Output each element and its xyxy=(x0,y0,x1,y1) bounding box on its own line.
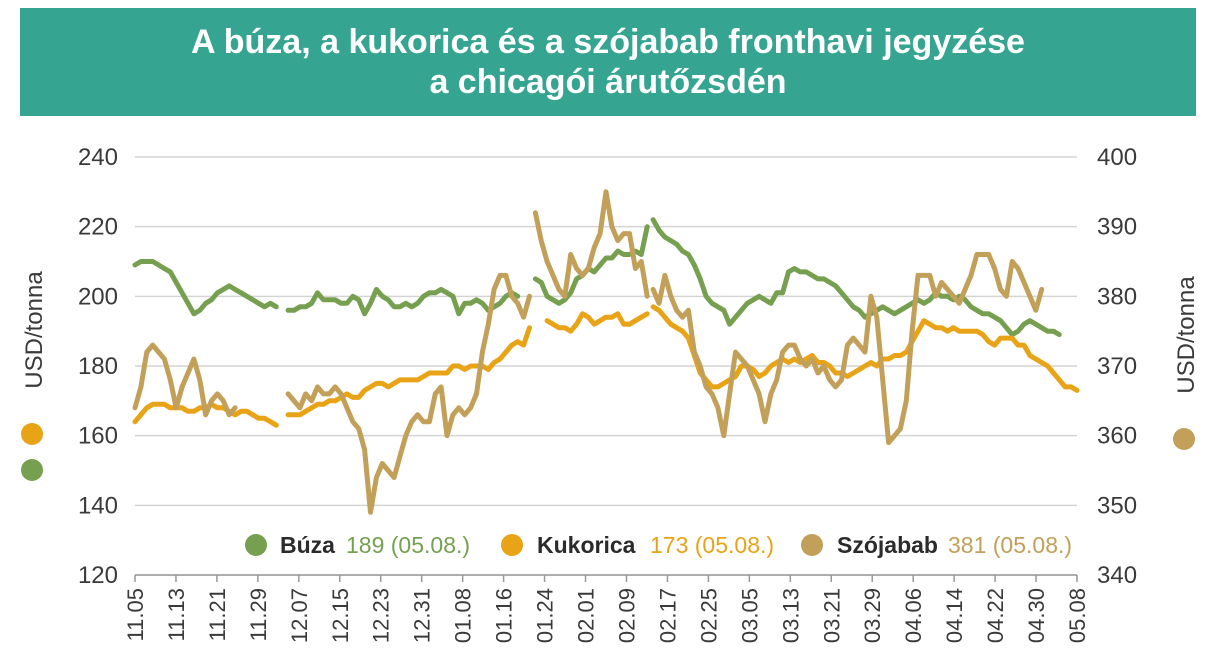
right-axis-label: USD/tonna xyxy=(1173,276,1200,394)
left-tick-label: 220 xyxy=(78,214,118,241)
left-tick-label: 160 xyxy=(78,423,118,450)
legend-soy-marker xyxy=(801,534,823,556)
series-line-soy-segment-4 xyxy=(650,252,1045,446)
x-tick-label: 01.16 xyxy=(492,588,517,643)
series-line-soy-segment-3 xyxy=(532,189,650,299)
chart-title-bar: A búza, a kukorica és a szójabab frontha… xyxy=(20,8,1196,116)
right-axis-ticks: 400 390 380 370 360 350 340 xyxy=(1097,144,1137,589)
series-line-corn-segment-3 xyxy=(544,311,650,334)
x-tick-label: 04.22 xyxy=(983,588,1008,643)
left-axis-ticks: 240 220 200 180 160 140 120 xyxy=(78,144,118,589)
left-axis-label: USD/tonna xyxy=(21,271,48,389)
legend-corn-name: Kukorica xyxy=(537,532,636,558)
gridlines xyxy=(135,156,1077,576)
x-axis-ticks: 11.05 11.13 11.21 11.29 12.07 12.15 12.23 12.31… xyxy=(123,575,1090,643)
x-tick-label: 03.05 xyxy=(737,588,762,643)
x-tick-label: 03.29 xyxy=(860,588,885,643)
x-tick-label: 01.08 xyxy=(451,588,476,643)
x-tick-label: 12.31 xyxy=(410,588,435,643)
legend-wheat-marker xyxy=(245,534,267,556)
right-tick-label: 360 xyxy=(1097,423,1137,450)
x-tick-label: 02.17 xyxy=(655,588,680,643)
right-tick-label: 370 xyxy=(1097,353,1137,380)
x-tick-label: 05.08 xyxy=(1065,588,1090,643)
legend-soy-value: 381 (05.08.) xyxy=(948,532,1072,558)
x-tick-label: 01.24 xyxy=(533,588,558,643)
left-tick-label: 240 xyxy=(78,144,118,171)
left-axis-wheat-marker xyxy=(21,459,43,481)
legend-wheat-name: Búza xyxy=(280,532,335,558)
right-tick-label: 380 xyxy=(1097,283,1137,310)
left-tick-label: 140 xyxy=(78,492,118,519)
x-tick-label: 12.15 xyxy=(328,588,353,643)
left-tick-label: 120 xyxy=(78,562,118,589)
legend-corn-marker xyxy=(501,534,523,556)
x-tick-label: 11.21 xyxy=(205,588,230,641)
series-line-wheat-segment-2 xyxy=(285,286,521,317)
chart-title-line-1: A búza, a kukorica és a szójabab frontha… xyxy=(191,23,1025,61)
x-tick-label: 03.21 xyxy=(819,588,844,643)
right-tick-label: 390 xyxy=(1097,214,1137,241)
legend-soy-name: Szójabab xyxy=(837,532,938,558)
x-tick-label: 02.25 xyxy=(696,588,721,643)
x-tick-label: 12.07 xyxy=(287,588,312,643)
x-tick-label: 11.13 xyxy=(164,588,189,641)
left-axis-corn-marker xyxy=(21,423,43,445)
x-tick-label: 11.29 xyxy=(246,588,271,641)
series-line-wheat-segment-1 xyxy=(132,259,279,317)
series-line-corn-segment-2 xyxy=(285,325,532,418)
x-tick-label: 11.05 xyxy=(123,588,148,641)
x-tick-label: 04.06 xyxy=(901,588,926,643)
x-tick-label: 04.14 xyxy=(942,588,967,643)
x-tick-label: 04.30 xyxy=(1024,588,1049,643)
series-line-wheat-segment-4 xyxy=(650,217,1062,338)
x-tick-label: 12.23 xyxy=(369,588,394,643)
series-lines xyxy=(132,189,1080,515)
right-axis-soy-marker xyxy=(1173,428,1195,450)
series-line-soy-segment-1 xyxy=(132,342,238,418)
series-line-soy-segment-2 xyxy=(285,272,532,515)
chart-title-line-2: a chicagói árutőzsdén xyxy=(429,63,787,101)
left-tick-label: 180 xyxy=(78,353,118,380)
series-line-corn-segment-4 xyxy=(650,304,1080,393)
right-tick-label: 340 xyxy=(1097,562,1137,589)
series-line-wheat-segment-3 xyxy=(532,224,650,306)
x-tick-label: 02.01 xyxy=(574,588,599,643)
right-tick-label: 350 xyxy=(1097,492,1137,519)
legend-wheat-value: 189 (05.08.) xyxy=(346,532,470,558)
legend: Búza 189 (05.08.) Kukorica 173 (05.08.) … xyxy=(245,532,1072,558)
x-tick-label: 02.09 xyxy=(614,588,639,643)
legend-corn-value: 173 (05.08.) xyxy=(650,532,774,558)
right-tick-label: 400 xyxy=(1097,144,1137,171)
x-tick-label: 03.13 xyxy=(778,588,803,643)
left-tick-label: 200 xyxy=(78,283,118,310)
